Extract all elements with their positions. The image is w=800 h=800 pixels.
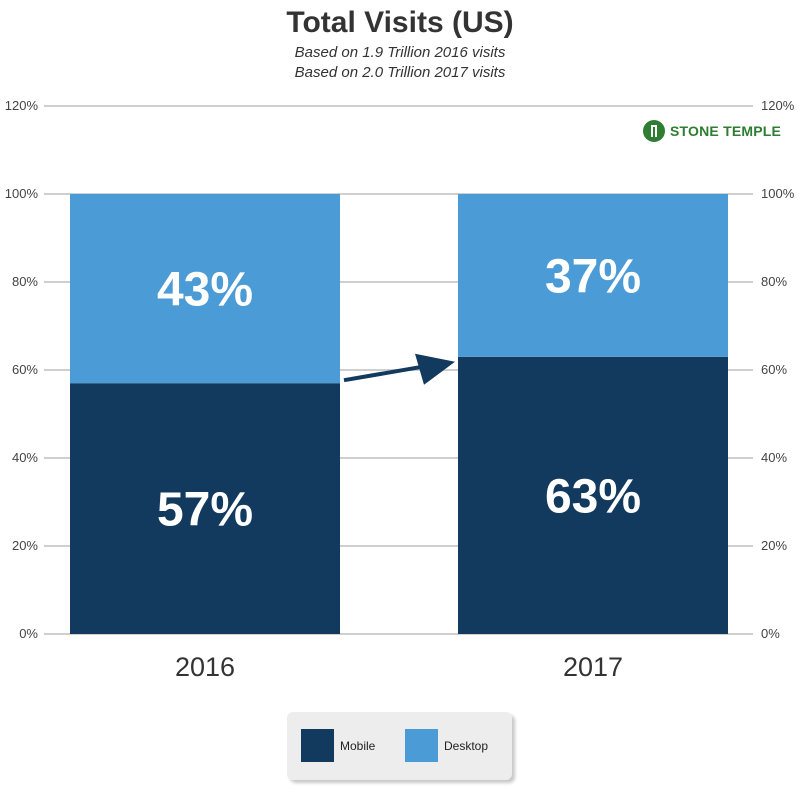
data-label-mobile-2017: 63% — [545, 470, 641, 523]
legend-label-mobile: Mobile — [340, 738, 376, 753]
growth-arrow-head — [415, 353, 455, 385]
stacked-bar-chart: 0% 0% 20% 20% 40% 40% 60% 60% 80% 80% 100% 100% 120%… — [5, 98, 795, 682]
legend-item-desktop: Desktop — [405, 729, 488, 762]
data-label-mobile-2016: 57% — [157, 484, 253, 537]
y-tick-left-100: 100% — [5, 186, 39, 201]
y-tick-left-40: 40% — [12, 450, 38, 465]
temple-icon — [643, 120, 665, 142]
data-label-desktop-2017: 37% — [545, 250, 641, 303]
stone-temple-logo: STONE TEMPLE — [643, 120, 781, 142]
bar-mobile-2016 — [70, 383, 340, 634]
chart-title: Total Visits (US) — [286, 6, 514, 39]
bar-desktop-2016 — [70, 194, 340, 384]
y-tick-right-20: 20% — [761, 538, 787, 553]
growth-arrow-shaft — [343, 363, 429, 383]
y-tick-right-0: 0% — [761, 626, 780, 641]
legend-label-desktop: Desktop — [444, 738, 489, 753]
x-tick-2017: 2017 — [563, 652, 623, 682]
data-label-desktop-2016: 43% — [157, 264, 253, 317]
y-tick-left-0: 0% — [19, 626, 38, 641]
y-tick-right-120: 120% — [761, 98, 795, 113]
y-tick-left-120: 120% — [5, 98, 39, 113]
y-tick-right-100: 100% — [761, 186, 795, 201]
legend: Mobile Desktop — [287, 712, 512, 780]
x-tick-2016: 2016 — [175, 652, 235, 682]
chart-subtitle-2: Based on 2.0 Trillion 2017 visits — [294, 64, 506, 81]
chart-subtitle-1: Based on 1.9 Trillion 2016 visits — [294, 44, 506, 61]
legend-swatch-desktop — [405, 729, 438, 762]
bar-desktop-2017 — [458, 194, 728, 357]
y-tick-left-60: 60% — [12, 362, 38, 377]
legend-swatch-mobile — [301, 729, 334, 762]
y-tick-right-80: 80% — [761, 274, 787, 289]
logo-text: STONE TEMPLE — [670, 123, 782, 139]
y-tick-right-40: 40% — [761, 450, 787, 465]
y-tick-left-20: 20% — [12, 538, 38, 553]
bar-mobile-2017 — [458, 356, 728, 634]
legend-item-mobile: Mobile — [301, 729, 375, 762]
y-tick-right-60: 60% — [761, 362, 787, 377]
y-tick-left-80: 80% — [12, 274, 38, 289]
